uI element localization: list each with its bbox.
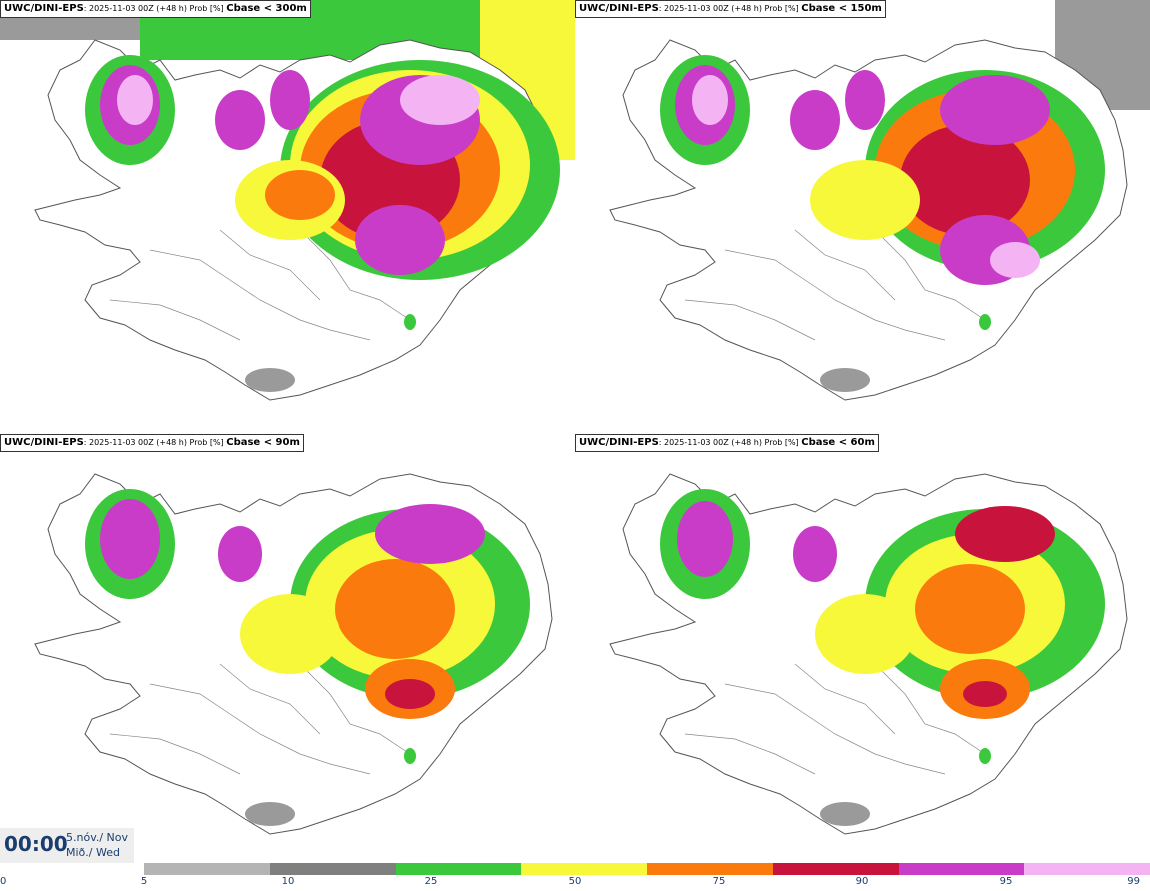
colorbar-tick-label: 25	[424, 876, 438, 887]
colorbar-tick-label: 99	[1127, 876, 1140, 887]
map-panel-90m: UWC/DINI-EPS: 2025-11-03 00Z (+48 h) Pro…	[0, 434, 575, 868]
panel-title: UWC/DINI-EPS: 2025-11-03 00Z (+48 h) Pro…	[575, 434, 879, 452]
colorbar-tick-label: 0	[0, 876, 7, 887]
probability-colorbar	[144, 863, 1150, 875]
valid-weekday: Mið./ Wed	[66, 846, 120, 859]
colorbar-segment	[1024, 863, 1150, 875]
valid-date: 5.nóv./ Nov	[66, 831, 129, 844]
map-panel-150m: UWC/DINI-EPS: 2025-11-03 00Z (+48 h) Pro…	[575, 0, 1150, 434]
iceland-map	[34, 473, 553, 835]
colorbar-segment	[772, 863, 899, 875]
colorbar-tick-label: 50	[568, 876, 582, 887]
colorbar-segment	[269, 863, 396, 875]
colorbar-tick-label: 95	[999, 876, 1013, 887]
iceland-map	[609, 473, 1128, 835]
map-panel-300m: UWC/DINI-EPS: 2025-11-03 00Z (+48 h) Pro…	[0, 0, 575, 434]
colorbar-tick-label: 90	[855, 876, 869, 887]
colorbar-segment	[647, 863, 773, 875]
panel-title: UWC/DINI-EPS: 2025-11-03 00Z (+48 h) Pro…	[0, 0, 311, 18]
iceland-map	[609, 0, 1150, 401]
colorbar-segment	[521, 863, 647, 875]
colorbar-tick-label: 5	[140, 876, 148, 887]
valid-time-box: 00:00 5.nóv./ Nov Mið./ Wed	[0, 828, 134, 863]
panel-title: UWC/DINI-EPS: 2025-11-03 00Z (+48 h) Pro…	[0, 434, 304, 452]
colorbar-segment	[144, 863, 270, 875]
valid-time: 00:00	[4, 832, 68, 856]
panel-title: UWC/DINI-EPS: 2025-11-03 00Z (+48 h) Pro…	[575, 0, 886, 18]
colorbar-segment	[395, 863, 522, 875]
iceland-map	[0, 0, 575, 401]
colorbar-tick-label: 75	[712, 876, 726, 887]
colorbar-tick-label: 10	[281, 876, 295, 887]
colorbar-segment	[898, 863, 1025, 875]
map-panel-60m: UWC/DINI-EPS: 2025-11-03 00Z (+48 h) Pro…	[575, 434, 1150, 868]
